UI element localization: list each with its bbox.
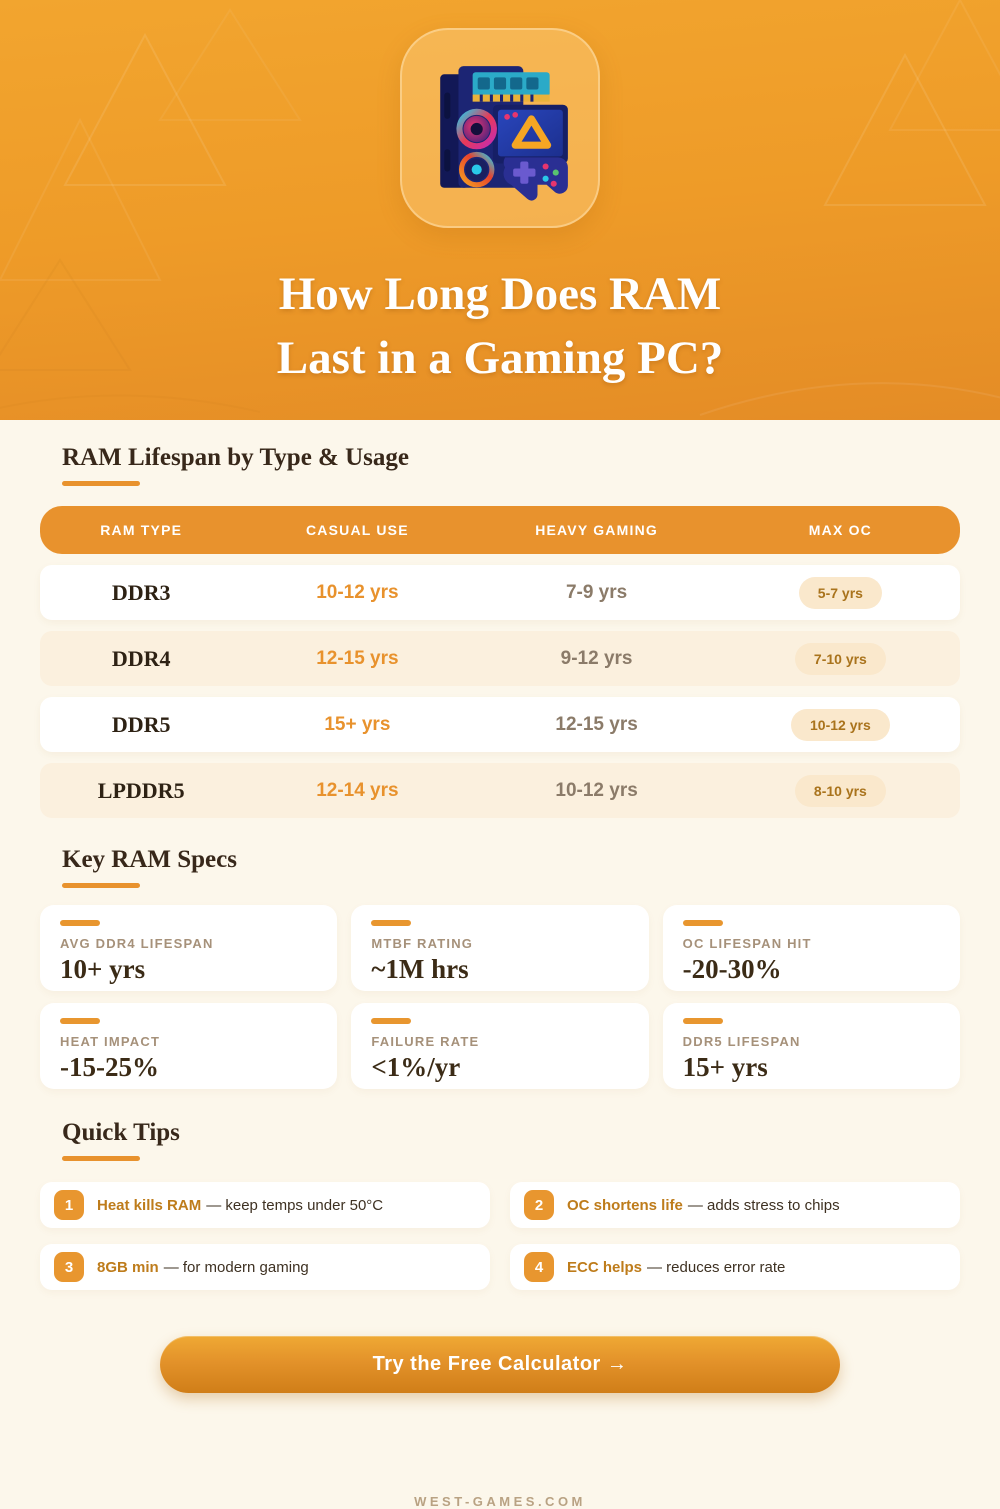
table-row: DDR3 10-12 yrs 7-9 yrs 5-7 yrs xyxy=(40,565,960,620)
column-header-casual-use: CASUAL USE xyxy=(306,522,409,538)
try-calculator-button[interactable]: Try the Free Calculator → xyxy=(160,1336,840,1393)
spec-card: AVG DDR4 LIFESPAN 10+ yrs xyxy=(40,905,338,991)
column-header-max-oc: MAX OC xyxy=(808,522,872,538)
max-oc-badge: 10-12 yrs xyxy=(791,708,890,741)
tip-card: 3 8GB min — for modern gaming xyxy=(40,1244,490,1290)
heavy-gaming-cell: 12-15 yrs xyxy=(555,713,638,735)
casual-use-cell: 12-14 yrs xyxy=(316,779,399,801)
spec-card: FAILURE RATE <1%/yr xyxy=(351,1003,649,1089)
tip-number-badge: 4 xyxy=(524,1252,554,1282)
spec-value: ~1M hrs xyxy=(371,954,469,984)
heavy-gaming-cell: 9-12 yrs xyxy=(560,647,633,669)
hero-header: How Long Does RAM Last in a Gaming PC? xyxy=(0,0,1000,420)
ram-type-cell: DDR4 xyxy=(111,645,171,671)
spec-label: FAILURE RATE xyxy=(371,1034,480,1049)
casual-use-cell: 12-15 yrs xyxy=(316,647,399,669)
spec-label: MTBF RATING xyxy=(371,936,474,951)
spec-label: DDR5 LIFESPAN xyxy=(682,1034,801,1049)
ram-type-cell: DDR5 xyxy=(111,711,171,737)
table-row: DDR5 15+ yrs 12-15 yrs 10-12 yrs xyxy=(40,697,960,752)
tip-rest-text: — for modern gaming xyxy=(163,1258,309,1276)
max-oc-badge: 7-10 yrs xyxy=(794,642,886,675)
table-row: LPDDR5 12-14 yrs 10-12 yrs 8-10 yrs xyxy=(40,763,960,818)
spec-accent-dash xyxy=(60,920,100,926)
table-section-heading: RAM Lifespan by Type & Usage xyxy=(62,444,410,471)
page-title-line1: How Long Does RAM xyxy=(278,268,722,320)
tip-card: 4 ECC helps — reduces error rate xyxy=(510,1244,960,1290)
spec-card: DDR5 LIFESPAN 15+ yrs xyxy=(662,1003,960,1089)
spec-accent-dash xyxy=(371,1018,412,1024)
triangle-pattern-decoration xyxy=(0,0,1000,416)
tip-rest-text: — keep temps under 50°C xyxy=(206,1196,384,1214)
spec-card: MTBF RATING ~1M hrs xyxy=(351,905,649,991)
tips-section-heading: Quick Tips xyxy=(62,1119,180,1146)
spec-accent-dash xyxy=(682,920,723,926)
table-header-row: RAM TYPE CASUAL USE HEAVY GAMING MAX OC xyxy=(40,506,960,554)
spec-label: AVG DDR4 LIFESPAN xyxy=(60,936,214,951)
main-content: RAM Lifespan by Type & Usage RAM TYPE CA… xyxy=(0,420,1000,1509)
tip-bold-text: OC shortens life xyxy=(567,1196,683,1214)
tip-bold-text: Heat kills RAM xyxy=(97,1196,202,1214)
spec-value: 15+ yrs xyxy=(682,1052,768,1082)
tips-grid: 1 Heat kills RAM — keep temps under 50°C… xyxy=(40,1182,960,1290)
gaming-pc-icon xyxy=(440,66,568,201)
tip-bold-text: 8GB min xyxy=(97,1258,159,1276)
specs-section-heading: Key RAM Specs xyxy=(62,846,237,873)
casual-use-cell: 15+ yrs xyxy=(324,713,391,735)
tip-rest-text: — reduces error rate xyxy=(647,1258,786,1276)
tip-card: 2 OC shortens life — adds stress to chip… xyxy=(510,1182,960,1228)
heavy-gaming-cell: 7-9 yrs xyxy=(565,581,628,603)
tip-card: 1 Heat kills RAM — keep temps under 50°C xyxy=(40,1182,490,1228)
spec-card: HEAT IMPACT -15-25% xyxy=(40,1003,338,1089)
spec-value: -20-30% xyxy=(682,954,782,984)
ram-type-cell: DDR3 xyxy=(111,579,171,605)
spec-accent-dash xyxy=(60,1018,100,1024)
tip-number-badge: 3 xyxy=(54,1252,84,1282)
footer-site-text: WEST-GAMES.COM xyxy=(414,1494,586,1509)
tip-number-badge: 1 xyxy=(54,1190,84,1220)
specs-grid: AVG DDR4 LIFESPAN 10+ yrs MTBF RATING ~1… xyxy=(40,905,960,1089)
spec-value: -15-25% xyxy=(60,1052,159,1082)
spec-value: <1%/yr xyxy=(371,1052,461,1082)
heavy-gaming-cell: 10-12 yrs xyxy=(555,779,638,801)
spec-accent-dash xyxy=(682,1018,723,1024)
spec-card: OC LIFESPAN HIT -20-30% xyxy=(662,905,960,991)
ram-type-cell: LPDDR5 xyxy=(97,777,185,803)
app-icon-badge xyxy=(400,28,600,228)
heading-underline xyxy=(62,1156,140,1161)
tip-number-badge: 2 xyxy=(524,1190,554,1220)
tip-bold-text: ECC helps xyxy=(567,1258,643,1276)
table-row: DDR4 12-15 yrs 9-12 yrs 7-10 yrs xyxy=(40,631,960,686)
heading-underline xyxy=(62,883,140,888)
spec-value: 10+ yrs xyxy=(60,954,146,984)
column-header-heavy-gaming: HEAVY GAMING xyxy=(535,522,658,538)
column-header-ram-type: RAM TYPE xyxy=(100,522,183,538)
casual-use-cell: 10-12 yrs xyxy=(316,581,399,603)
heading-underline xyxy=(62,481,140,486)
tip-rest-text: — adds stress to chips xyxy=(687,1196,840,1214)
spec-label: HEAT IMPACT xyxy=(60,1034,161,1049)
max-oc-badge: 8-10 yrs xyxy=(794,774,886,807)
page-title-line2: Last in a Gaming PC? xyxy=(276,332,724,384)
ram-lifespan-table: RAM TYPE CASUAL USE HEAVY GAMING MAX OC … xyxy=(40,506,960,818)
spec-accent-dash xyxy=(371,920,412,926)
max-oc-badge: 5-7 yrs xyxy=(798,576,882,609)
page-title: How Long Does RAM Last in a Gaming PC? xyxy=(0,262,1000,390)
spec-label: OC LIFESPAN HIT xyxy=(682,936,812,951)
